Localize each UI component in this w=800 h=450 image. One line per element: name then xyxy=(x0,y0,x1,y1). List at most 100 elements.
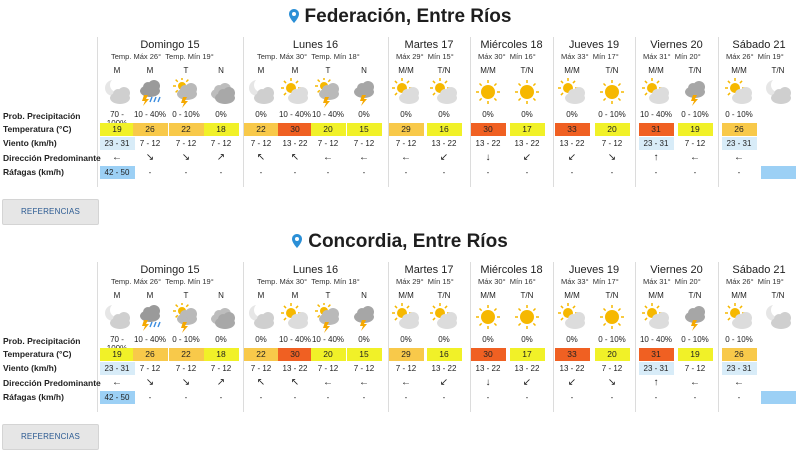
precip-cell: 10 - 40% xyxy=(278,335,312,344)
wind-direction-arrow-icon: ↓ xyxy=(485,152,491,163)
row-label-temperature: Temperatura (°C) xyxy=(3,124,72,134)
wind-cell: 7 - 12 xyxy=(175,139,197,148)
precip-cell: 0% xyxy=(566,335,578,344)
period-label: T xyxy=(325,291,331,300)
precip-cell: 10 - 40% xyxy=(133,110,167,119)
period-label: T xyxy=(325,66,331,75)
gust-cell xyxy=(760,166,796,179)
sun-cloud-storm-icon xyxy=(171,302,201,333)
wind-direction-arrow-icon: ↘ xyxy=(607,152,617,163)
day-column xyxy=(635,37,719,187)
temperature-cell: 18 xyxy=(203,123,239,136)
location-pin-icon xyxy=(292,232,303,248)
gust-cell: - xyxy=(293,393,297,402)
wind-direction-arrow-icon: ← xyxy=(323,152,333,163)
sun-icon xyxy=(597,78,627,108)
day-temps: Máx 30° Mín 16° xyxy=(478,277,536,286)
gust-cell: - xyxy=(148,168,152,177)
period-label: T/N xyxy=(437,66,451,75)
day-name: Sábado 21 xyxy=(732,39,786,51)
wind-direction-arrow-icon: ↘ xyxy=(181,152,191,163)
day-column xyxy=(388,262,471,412)
row-label-gusts: Ráfagas (km/h) xyxy=(3,167,64,177)
location-name: Federación, Entre Ríos xyxy=(304,6,512,27)
max-temp: Temp. Máx 30° xyxy=(257,277,308,286)
day-column xyxy=(553,262,636,412)
gust-cell: - xyxy=(184,393,188,402)
temperature-cell: 33 xyxy=(554,348,590,361)
temperature-cell: 26 xyxy=(132,348,168,361)
temperature-cell: 22 xyxy=(243,348,279,361)
max-temp: Máx 26° xyxy=(726,277,754,286)
gust-cell: 42 - 50 xyxy=(99,166,135,179)
gust-cell: - xyxy=(610,168,614,177)
temperature-cell: 22 xyxy=(168,123,204,136)
max-temp: Máx 33° xyxy=(561,52,589,61)
gust-cell: - xyxy=(486,393,490,402)
precip-cell: 0 - 10% xyxy=(681,110,709,119)
day-name: Martes 17 xyxy=(404,39,454,51)
gust-cell: - xyxy=(442,393,446,402)
temperature-cell: 31 xyxy=(638,123,674,136)
row-label-temperature: Temperatura (°C) xyxy=(3,349,72,359)
temperature-cell: 17 xyxy=(509,348,545,361)
cloud-storm-icon xyxy=(680,78,710,108)
gust-cell: - xyxy=(326,393,330,402)
sun-cloud-icon xyxy=(641,303,671,333)
day-column xyxy=(388,37,471,187)
day-name: Jueves 19 xyxy=(568,39,620,51)
gust-cell: - xyxy=(570,168,574,177)
precip-cell: 0% xyxy=(358,335,370,344)
period-label: T/N xyxy=(520,291,534,300)
sun-cloud-storm-icon xyxy=(313,77,343,108)
temperature-cell: 30 xyxy=(277,348,313,361)
temperature-cell: 19 xyxy=(99,348,135,361)
gust-cell: - xyxy=(525,168,529,177)
day-temps: Temp. Máx 30° Temp. Mín 18° xyxy=(257,277,360,286)
storm-rain-icon xyxy=(135,78,165,108)
precip-cell: 10 - 40% xyxy=(133,335,167,344)
precip-cell: 0% xyxy=(482,110,494,119)
wind-direction-arrow-icon: ← xyxy=(401,152,411,163)
references-button[interactable]: REFERENCIAS xyxy=(2,199,99,225)
precip-cell: 0% xyxy=(215,110,227,119)
max-temp: Temp. Máx 30° xyxy=(257,52,308,61)
wind-direction-arrow-icon: ↖ xyxy=(290,152,300,163)
temperature-cell: 29 xyxy=(388,123,424,136)
temperature-cell: 33 xyxy=(554,123,590,136)
sun-cloud-icon xyxy=(557,303,587,333)
min-temp: Mín 20° xyxy=(674,277,701,286)
row-label-precipitation: Prob. Precipitación xyxy=(3,111,81,121)
max-temp: Temp. Máx 26° xyxy=(111,277,162,286)
wind-cell: 7 - 12 xyxy=(353,139,375,148)
temperature-cell: 26 xyxy=(721,348,757,361)
row-label-direction: Dirección Predominante xyxy=(3,378,101,388)
wind-cell: 7 - 12 xyxy=(601,139,623,148)
day-column xyxy=(718,37,800,187)
gust-cell: - xyxy=(148,393,152,402)
period-label: T xyxy=(183,291,189,300)
storm-rain-icon xyxy=(135,303,165,333)
references-button[interactable]: REFERENCIAS xyxy=(2,424,99,450)
day-column xyxy=(470,37,554,187)
precip-cell: 0 - 10% xyxy=(725,110,753,119)
wind-cell: 7 - 12 xyxy=(250,139,272,148)
min-temp: Mín 16° xyxy=(509,52,536,61)
wind-direction-arrow-icon: ↓ xyxy=(485,377,491,388)
row-label-wind: Viento (km/h) xyxy=(3,363,57,373)
precip-cell: 0% xyxy=(400,335,412,344)
day-name: Martes 17 xyxy=(404,264,454,276)
precip-cell: 0% xyxy=(400,110,412,119)
moon-cloud-icon xyxy=(246,78,276,108)
day-temps: Máx 33° Mín 17° xyxy=(561,277,619,286)
gust-cell: - xyxy=(404,168,408,177)
temperature-cell: 20 xyxy=(594,348,630,361)
min-temp: Temp. Mín 18° xyxy=(311,277,360,286)
wind-direction-arrow-icon: ↙ xyxy=(522,152,532,163)
period-label: T/N xyxy=(771,291,785,300)
wind-direction-arrow-icon: ← xyxy=(323,377,333,388)
gust-cell: - xyxy=(486,168,490,177)
period-label: M/M xyxy=(480,291,496,300)
precip-cell: 10 - 40% xyxy=(311,110,345,119)
location-title: Federación, Entre Ríos xyxy=(0,6,800,28)
